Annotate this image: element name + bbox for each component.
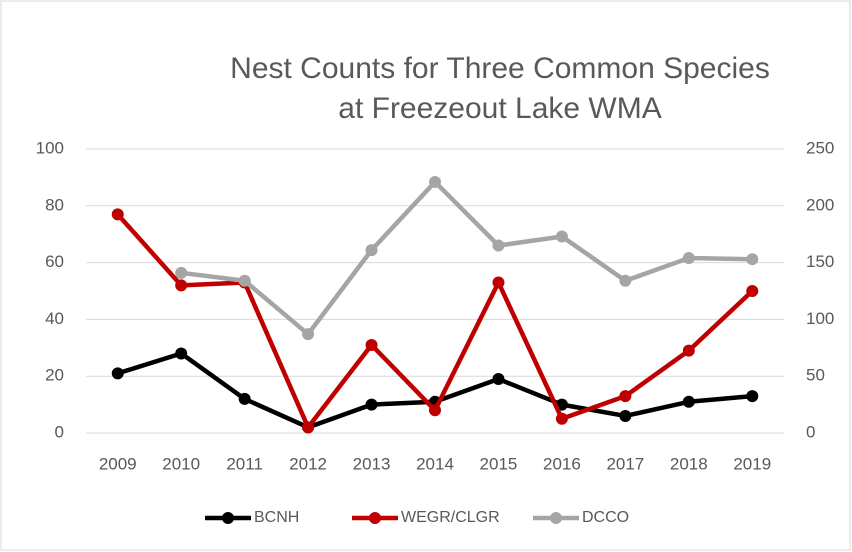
y2-tick-label: 0: [806, 422, 815, 441]
data-point: [429, 404, 441, 417]
legend-marker: [550, 512, 562, 524]
y-tick-label: 20: [45, 366, 64, 385]
data-point: [365, 398, 378, 411]
y-tick-label: 100: [36, 138, 64, 157]
y-tick-label: 0: [55, 422, 64, 441]
data-point: [365, 244, 378, 257]
data-point: [555, 230, 568, 243]
data-point: [746, 253, 759, 266]
x-tick-label: 2018: [670, 454, 708, 473]
data-point: [555, 412, 568, 425]
x-tick-label: 2017: [606, 454, 644, 473]
y2-tick-label: 100: [806, 309, 834, 328]
data-point: [619, 390, 632, 403]
data-point: [746, 285, 759, 297]
data-point: [746, 390, 759, 403]
legend-label: WEGR/CLGR: [401, 509, 500, 526]
data-point: [492, 239, 505, 252]
x-tick-label: 2014: [416, 454, 454, 473]
data-point: [682, 395, 695, 408]
legend-label: DCCO: [582, 509, 629, 526]
data-point: [111, 208, 124, 221]
data-point: [492, 276, 505, 289]
data-point: [619, 409, 632, 422]
x-tick-label: 2016: [543, 454, 581, 473]
data-point: [429, 175, 441, 188]
x-tick-label: 2011: [226, 454, 263, 473]
data-point: [302, 328, 315, 341]
data-point: [682, 344, 695, 357]
data-point: [492, 373, 505, 386]
legend-label: BCNH: [254, 509, 299, 526]
data-point: [175, 266, 188, 279]
y-tick-label: 80: [45, 195, 64, 214]
data-point: [111, 367, 124, 380]
x-tick-label: 2019: [733, 454, 771, 473]
x-tick-label: 2010: [162, 454, 200, 473]
chart-title: Nest Counts for Three Common Species: [230, 52, 770, 85]
y2-tick-label: 150: [806, 252, 834, 271]
data-point: [682, 252, 695, 265]
legend-marker: [222, 512, 234, 524]
data-point: [238, 392, 251, 405]
data-point: [365, 338, 378, 351]
data-point: [175, 279, 188, 292]
x-tick-label: 2013: [353, 454, 391, 473]
legend-marker: [369, 512, 381, 524]
series-line: [180, 179, 753, 337]
chart-title: at Freezeout Lake WMA: [338, 92, 661, 125]
y-tick-label: 40: [45, 309, 64, 328]
y2-tick-label: 50: [806, 366, 825, 385]
data-point: [175, 347, 188, 360]
y-tick-label: 60: [45, 252, 64, 271]
data-point: [238, 274, 251, 287]
data-point: [619, 274, 632, 287]
x-tick-label: 2012: [289, 454, 327, 473]
y2-tick-label: 200: [806, 195, 834, 214]
x-tick-label: 2015: [480, 454, 518, 473]
x-tick-label: 2009: [99, 454, 137, 473]
y2-tick-label: 250: [806, 138, 834, 157]
data-point: [302, 421, 315, 434]
